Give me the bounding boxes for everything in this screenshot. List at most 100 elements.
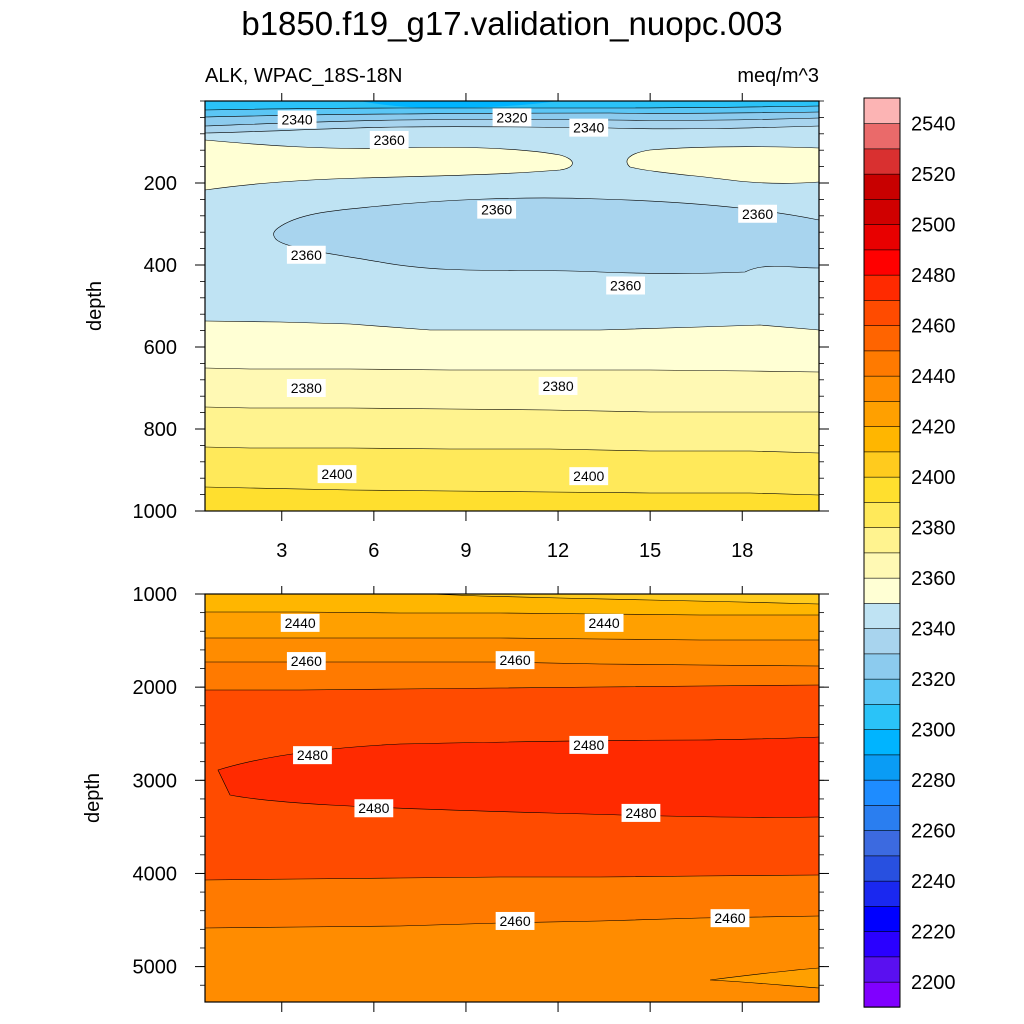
axis-ticks-lower: 1000 2000 3000 4000 5000 [133, 584, 829, 1012]
contour-label-text: 2320 [496, 109, 527, 125]
colorbar-label: 2340 [911, 618, 956, 640]
colorbar-label: 2300 [911, 719, 956, 741]
colorbar-swatch [863, 703, 901, 730]
contour-label-text: 2460 [714, 910, 745, 926]
y-tick-label: 200 [144, 173, 177, 195]
fill-band-2360-2370-upper-right [626, 146, 819, 184]
contour-label: 2460 [495, 651, 535, 670]
fill-band-2460-2470-deep [205, 916, 819, 1002]
axis-ticks-upper: 3 6 9 12 15 18 200 400 600 800 1000 [133, 93, 829, 562]
colorbar-label: 2240 [911, 871, 956, 893]
colorbar-swatch [863, 375, 901, 402]
colorbar-label: 2360 [911, 568, 956, 590]
fill-band-2360-2370-upper [205, 140, 573, 190]
contour-label-text: 2360 [291, 247, 322, 263]
contour-label: 2380 [538, 376, 578, 395]
colorbar-swatch [863, 981, 901, 1008]
y-tick-label: 3000 [133, 770, 178, 792]
contour-label-text: 2400 [321, 466, 352, 482]
contour-label-text: 2340 [573, 120, 604, 136]
contour-label-text: 2480 [297, 747, 328, 763]
contour-label: 2460 [286, 652, 326, 671]
colorbar-swatch [863, 501, 901, 528]
y-axis-label-upper: depth [84, 281, 106, 331]
contour-label-box [293, 746, 332, 765]
colorbar-swatch [863, 223, 901, 251]
colorbar-label: 2420 [911, 416, 956, 438]
colorbar-label: 2480 [911, 265, 956, 287]
contour-label: 2400 [317, 465, 357, 484]
plot-frame-upper [204, 100, 820, 512]
contour-label-text: 2460 [291, 653, 322, 669]
contour-label-box [277, 110, 317, 129]
colorbar-swatch [863, 526, 901, 554]
colorbar-swatch [863, 602, 901, 629]
subtitle-units: meq/m^3 [737, 65, 819, 87]
contour-label-text: 2480 [573, 737, 604, 753]
colorbar-label: 2260 [911, 820, 956, 842]
colorbar-swatch [863, 122, 901, 150]
y-tick-label: 1000 [133, 501, 178, 523]
colorbar-swatch [863, 552, 901, 579]
y-tick-label: 800 [144, 419, 177, 441]
contour-label-box [538, 376, 578, 395]
colorbar-frame [863, 97, 901, 1008]
colorbar-swatch [863, 577, 901, 604]
x-tick-label: 6 [368, 540, 379, 562]
contour-label-box [354, 799, 394, 818]
fill-band-2480-2490 [218, 737, 819, 818]
colorbar-swatch [863, 400, 901, 427]
contour-label: 2380 [286, 379, 326, 397]
colorbar-swatch [863, 653, 901, 680]
contour-label-text: 2440 [285, 615, 316, 631]
contour-label-box [584, 613, 624, 632]
colorbar-swatch [863, 476, 901, 503]
y-axis-label-lower: depth [82, 773, 104, 823]
colorbar-swatch [863, 956, 901, 983]
contour-label: 2480 [354, 799, 394, 818]
colorbar-swatch [863, 930, 901, 958]
contour-label-box [569, 118, 609, 137]
colorbar-swatch [863, 97, 901, 124]
contour-label-text: 2460 [499, 652, 530, 668]
contour-label-box [369, 130, 409, 149]
contour-label: 2360 [606, 276, 645, 295]
colorbar-label: 2440 [911, 366, 956, 388]
x-tick-label: 15 [639, 540, 661, 562]
colorbar-swatch [863, 299, 901, 326]
colorbar-swatch [863, 198, 901, 225]
y-tick-label: 5000 [133, 957, 178, 979]
contour-label-box [495, 911, 535, 930]
x-tick-label: 3 [276, 540, 287, 562]
contour-label-box [738, 204, 777, 223]
colorbar-swatch [863, 804, 901, 831]
upper-panel: 2340 2360 2320 2340 2360 2360 2360 2360 2380 2380… [84, 93, 829, 562]
fill-band-2300-2310-top [360, 101, 560, 108]
contour-labels-lower: 2440 2440 2460 2460 2480 2480 2480 2480 2460 2460 [280, 613, 750, 930]
y-tick-label: 400 [144, 255, 177, 277]
contour-label-text: 2480 [625, 805, 656, 821]
y-tick-label: 4000 [133, 863, 178, 885]
y-tick-label: 600 [144, 337, 177, 359]
contour-label: 2400 [569, 467, 609, 486]
contour-label-box [477, 200, 517, 219]
chart-title: b1850.f19_g17.validation_nuopc.003 [241, 5, 782, 42]
contour-label: 2440 [584, 613, 624, 632]
x-tick-label: 12 [547, 540, 569, 562]
colorbar-swatch [863, 350, 901, 377]
contour-label-box [317, 465, 357, 484]
contour-label-box [492, 108, 532, 127]
contour-label: 2480 [621, 803, 661, 822]
contour-label-text: 2380 [542, 378, 573, 394]
colorbar-swatch [863, 728, 901, 756]
colorbar-swatch [863, 148, 901, 175]
contour-label: 2320 [492, 108, 532, 127]
contour-label-text: 2340 [282, 111, 313, 127]
colorbar-swatch [863, 905, 901, 932]
colorbar-swatch [863, 779, 901, 806]
contour-label-box [569, 735, 609, 754]
contour-label-text: 2380 [291, 380, 322, 396]
colorbar-swatch [863, 754, 901, 781]
colorbar-swatch [863, 855, 901, 882]
colorbar-swatch [863, 425, 901, 453]
